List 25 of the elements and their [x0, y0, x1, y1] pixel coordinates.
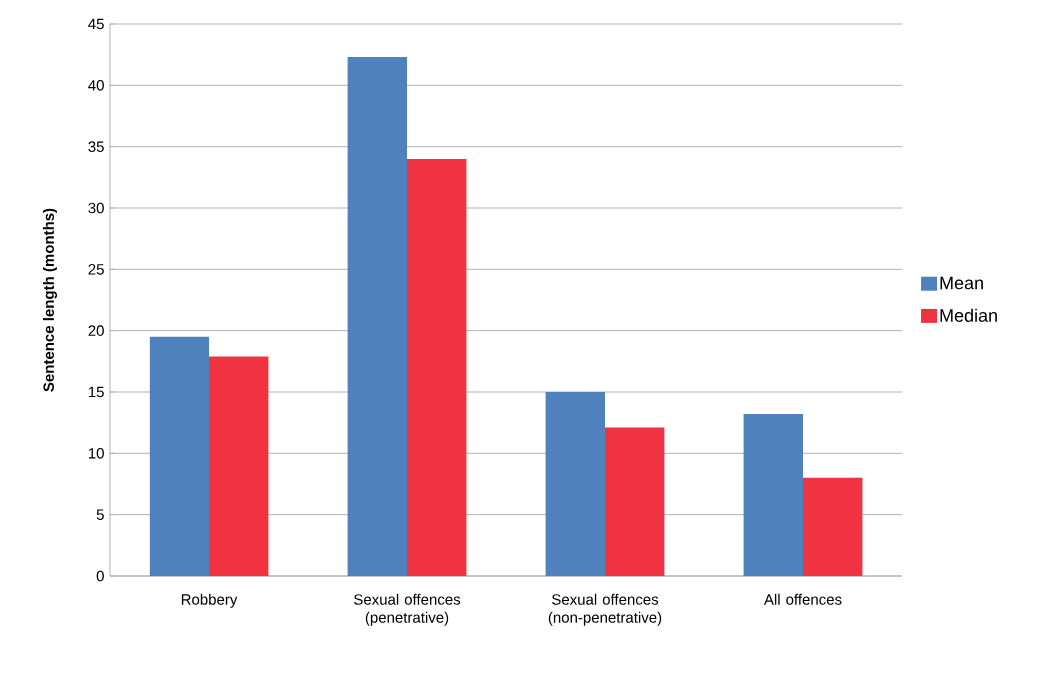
y-tick-label: 45: [88, 18, 104, 30]
legend-label: Median: [940, 308, 997, 322]
x-tick-label: Robbery: [181, 593, 238, 608]
x-tick-label: Sexual offences (non-penetrative): [548, 593, 662, 626]
bar: [347, 57, 408, 576]
x-tick-label: Sexual offences (penetrative): [354, 593, 461, 626]
y-tick-label: 30: [88, 202, 104, 214]
bar: [407, 158, 467, 576]
y-tick-label: 15: [88, 386, 104, 398]
y-tick-label: 10: [88, 448, 104, 459]
legend-label: Mean: [940, 276, 983, 290]
y-tick-label: 0: [96, 570, 104, 582]
bar: [149, 336, 210, 576]
y-tick-label: 40: [88, 80, 104, 91]
y-tick-label: 20: [88, 325, 104, 336]
y-axis-title: Sentence length (months): [42, 208, 58, 392]
bar: [545, 391, 606, 576]
y-tick-label: 35: [88, 141, 104, 152]
bar: [605, 427, 665, 576]
x-tick-label: All offences: [763, 593, 842, 605]
y-tick-label: 5: [96, 509, 104, 520]
bar: [209, 356, 269, 576]
bar: [803, 477, 863, 576]
bar: [743, 414, 804, 576]
y-tick-label: 25: [88, 264, 104, 275]
